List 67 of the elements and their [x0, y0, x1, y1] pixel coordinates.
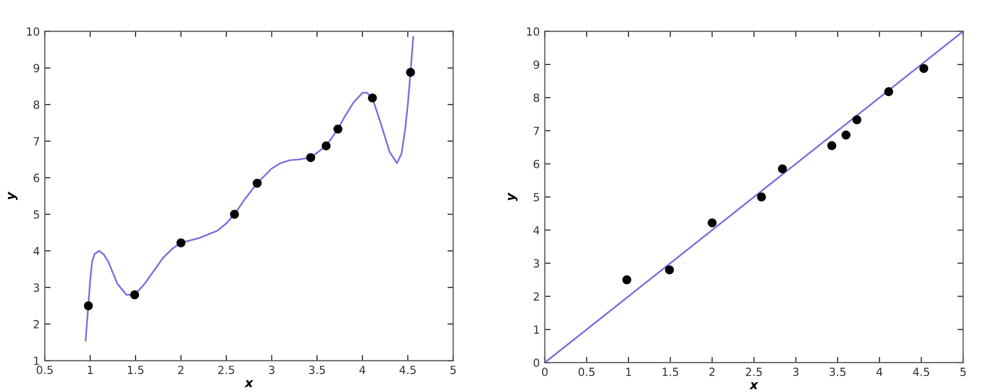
- x-tick-label: 0.5: [36, 366, 53, 374]
- line-series: [84, 36, 414, 342]
- x-tick-label: 1: [626, 368, 631, 376]
- x-tick-label: 4: [359, 366, 366, 374]
- y-tick-label: 4: [533, 226, 540, 234]
- y-axis-title: y: [8, 191, 18, 200]
- y-tick-label: 1: [34, 356, 39, 365]
- x-tick-label: 1: [88, 366, 93, 374]
- point: [130, 290, 140, 300]
- x-tick-label: 4.5: [913, 368, 930, 376]
- point: [622, 275, 632, 284]
- y-tick-label: 8: [534, 94, 540, 102]
- x-tick-label: 1.5: [128, 366, 144, 374]
- point: [827, 141, 836, 150]
- x-tick-label: 4.5: [400, 366, 416, 374]
- point: [406, 68, 416, 77]
- point: [664, 265, 674, 274]
- point: [368, 93, 377, 102]
- y-tick-label: 4: [33, 247, 40, 256]
- point: [252, 178, 262, 188]
- x-tick-label: 2.5: [218, 366, 234, 374]
- y-tick-label: 6: [34, 174, 40, 182]
- y-tick-label: 7: [34, 137, 40, 146]
- x-tick-label: 3.5: [309, 366, 325, 374]
- x-tick-label: 2.5: [746, 368, 762, 376]
- y-tick-label: 8: [34, 100, 40, 109]
- point: [333, 124, 342, 134]
- point: [306, 153, 316, 162]
- x-tick-label: 1.5: [662, 368, 678, 376]
- point: [84, 301, 93, 310]
- point: [842, 130, 850, 140]
- x-tick-label: 5: [960, 368, 966, 376]
- y-tick-label: 10: [27, 27, 40, 36]
- x-tick-label: 0: [542, 368, 548, 376]
- x-axis-title: x: [244, 380, 254, 388]
- point: [708, 218, 717, 228]
- y-tick-label: 6: [534, 160, 540, 168]
- y-tick-label: 5: [34, 210, 39, 219]
- y-tick-label: 3: [34, 283, 40, 292]
- y-tick-label: 2: [34, 320, 39, 328]
- x-tick-label: 0.5: [578, 368, 595, 376]
- x-tick-label: 4: [876, 368, 882, 376]
- point: [852, 115, 862, 124]
- y-tick-label: 2: [534, 292, 539, 301]
- point: [322, 141, 331, 150]
- y-tick-label: 1: [534, 326, 539, 334]
- y-tick-label: 3: [534, 259, 540, 268]
- y-tick-label: 7: [534, 126, 539, 135]
- y-axis-title: y: [508, 192, 518, 202]
- point: [230, 210, 239, 219]
- x-tick-label: 5: [450, 366, 456, 374]
- x-tick-label: 3: [269, 366, 274, 374]
- y-tick-label: 10: [527, 27, 540, 36]
- y-tick-label: 9: [34, 64, 40, 72]
- y-tick-label: 5: [534, 193, 539, 202]
- x-tick-label: 3.5: [830, 368, 846, 376]
- point: [757, 192, 766, 202]
- point: [778, 164, 787, 174]
- y-tick-label: 9: [534, 60, 540, 69]
- x-axis-title: x: [749, 382, 758, 390]
- point: [176, 238, 186, 248]
- x-tick-label: 3: [793, 368, 798, 376]
- x-tick-label: 2: [178, 366, 184, 374]
- y-tick-label: 0: [534, 358, 540, 367]
- point: [884, 87, 894, 96]
- point: [919, 64, 928, 73]
- x-tick-label: 2: [709, 368, 715, 376]
